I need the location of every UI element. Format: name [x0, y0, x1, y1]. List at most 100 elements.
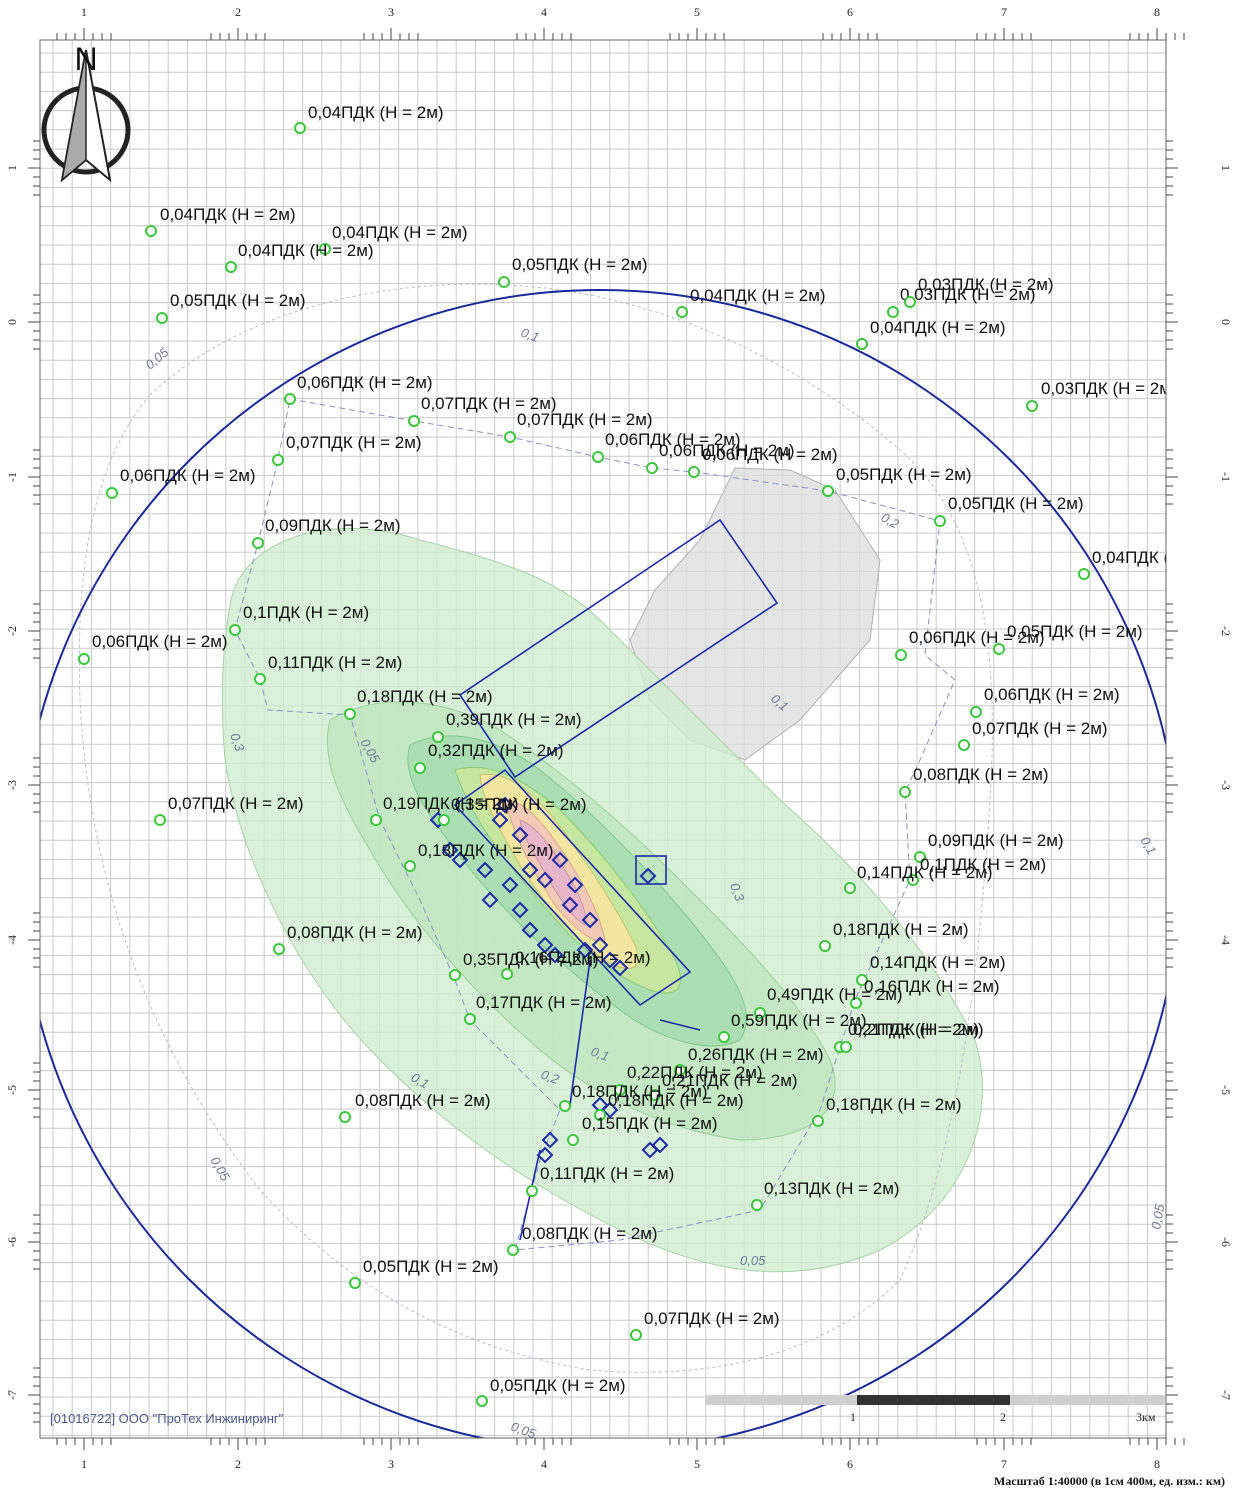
axes: 1 1 2 2 3 3 4 4 5 5 6 6 7 7 8 8 1 1 0 0 -1 -1 -2 -2 -3 -3 -4 -4 -5 -5… [5, 5, 1233, 1471]
calc-point-marker-icon [145, 225, 157, 237]
calc-point-label: 0,26ПДК (Н = 2м) [688, 1045, 824, 1064]
y-tick-left: -3 [5, 780, 19, 790]
x-tick-bottom: 3 [388, 1457, 394, 1471]
calc-point-label: 0,07ПДК (Н = 2м) [421, 394, 557, 413]
source-marker-icon [601, 951, 619, 969]
calc-point-marker-icon [559, 1100, 571, 1112]
calc-point-label: 0,04ПДК (Н = 2м) [238, 241, 374, 260]
source-marker-icon [601, 1101, 619, 1119]
source-marker-icon [536, 871, 554, 889]
x-tick-top: 5 [694, 5, 700, 19]
calc-point-label: 0,13ПДК (Н = 2м) [764, 1179, 900, 1198]
calc-point-marker-icon [156, 312, 168, 324]
calc-point-marker-icon [594, 1109, 606, 1121]
calc-point-label: 0,16ПДК (Н = 2м) [515, 948, 651, 967]
source-marker-icon [441, 841, 459, 859]
calc-point-label: 0,08ПДК (Н = 2м) [355, 1091, 491, 1110]
calc-point-marker-icon [850, 997, 862, 1009]
calc-point-label: 0,17ПДК (Н = 2м) [476, 993, 612, 1012]
source-marker-icon [521, 921, 539, 939]
calc-point-label: 0,14ПДК (Н = 2м) [857, 863, 993, 882]
calc-point-label: 0,11ПДК (Н = 2м) [540, 1164, 674, 1183]
calc-point-marker-icon [754, 1007, 766, 1019]
isoline-label: 0,05 [740, 1253, 766, 1268]
calc-point-label: 0,06ПДК (Н = 2м) [120, 466, 256, 485]
calc-point-label: 0,21ПДК (Н = 2м) [848, 1020, 984, 1039]
calc-point-label: 0,18ПДК (Н = 2м) [608, 1091, 744, 1110]
calc-point-label: 0,05ПДК (Н = 2м) [363, 1257, 499, 1276]
calc-point-label: 0,35ПДК (Н = 2м) [451, 795, 587, 814]
x-tick-bottom: 7 [1001, 1457, 1007, 1471]
calc-point-marker-icon [907, 874, 919, 886]
scale-tick-2: 2 [1000, 1410, 1006, 1424]
calc-point-marker-icon [370, 814, 382, 826]
calc-point-marker-icon [498, 276, 510, 288]
calc-point-marker-icon [819, 940, 831, 952]
source-marker-icon [551, 851, 569, 869]
calc-point-label: 0,07ПДК (Н = 2м) [644, 1309, 780, 1328]
calc-point-marker-icon [812, 1115, 824, 1127]
calc-point-label: 0,04ПДК (Н = 2м) [160, 205, 296, 224]
source-marker-icon [511, 826, 529, 844]
y-tick-left: 1 [5, 165, 19, 171]
x-tick-bottom: 1 [81, 1457, 87, 1471]
x-tick-bottom: 6 [847, 1457, 853, 1471]
source-marker-icon [591, 936, 609, 954]
calc-point-label: 0,04ПДК (Н = 2м) [870, 318, 1006, 337]
isoline-label: 0,2 [539, 1067, 562, 1088]
copyright-label: [01016722] ООО "ПроТех Инжиниринг" [50, 1411, 284, 1426]
isoline-label: 0,1 [519, 325, 541, 345]
source-marker-icon [546, 946, 564, 964]
calc-point-label: 0,06ПДК (Н = 2м) [702, 445, 838, 464]
calc-point-marker-icon [526, 1185, 538, 1197]
calc-point-label: 0,15ПДК (Н = 2м) [582, 1114, 718, 1133]
x-tick-top: 7 [1001, 5, 1007, 19]
calc-point-marker-icon [294, 122, 306, 134]
calc-point-marker-icon [252, 537, 264, 549]
calc-point-marker-icon [272, 454, 284, 466]
calc-point-label: 0,07ПДК (Н = 2м) [972, 719, 1108, 738]
calc-point-label: 0,03ПДК (Н = 2м) [1041, 379, 1177, 398]
y-tick-left: -2 [5, 626, 19, 636]
source-marker-icon [541, 1131, 559, 1149]
y-tick-right: -2 [1219, 626, 1233, 636]
calc-point-marker-icon [344, 708, 356, 720]
industrial-zone-area [629, 467, 881, 761]
calc-point-label: 0,03ПДК (Н = 2м) [918, 275, 1054, 294]
y-tick-right: -6 [1219, 1237, 1233, 1247]
calc-point-marker-icon [993, 643, 1005, 655]
calc-point-label: 0,05ПДК (Н = 2м) [836, 465, 972, 484]
calc-point-marker-icon [822, 485, 834, 497]
isoline-label: 0,05 [1148, 1202, 1167, 1230]
x-tick-top: 1 [81, 5, 87, 19]
calc-point-marker-icon [934, 515, 946, 527]
y-tick-left: 0 [5, 319, 19, 325]
scale-note: Масштаб 1:40000 (в 1см 400м, ед. изм.: к… [993, 1474, 1225, 1488]
calc-point-label: 0,06ПДК (Н = 2м) [605, 430, 741, 449]
calc-point-label: 0,05ПДК (Н = 2м) [490, 1376, 626, 1395]
calc-point-marker-icon [1078, 568, 1090, 580]
x-tick-top: 3 [388, 5, 394, 19]
y-tick-right: -5 [1219, 1085, 1233, 1095]
calc-point-label: 0,18ПДК (Н = 2м) [357, 687, 493, 706]
calc-point-marker-icon [614, 1084, 626, 1096]
calc-point-label: 0,05ПДК (Н = 2м) [512, 255, 648, 274]
scale-bar: 1 2 3км [705, 1395, 1165, 1424]
calc-point-marker-icon [464, 1013, 476, 1025]
source-marker-icon [561, 896, 579, 914]
calc-point-marker-icon [840, 1041, 852, 1053]
scale-tick-3: 3км [1136, 1410, 1156, 1424]
calc-point-marker-icon [319, 243, 331, 255]
north-arrow-icon: N [41, 41, 131, 183]
x-tick-bottom: 8 [1154, 1457, 1160, 1471]
calc-point-marker-icon [438, 814, 450, 826]
source-marker-icon [536, 936, 554, 954]
calc-point-label: 0,08ПДК (Н = 2м) [913, 765, 1049, 784]
calc-point-label: 0,22ПДК (Н = 2м) [627, 1063, 763, 1082]
calc-point-label: 0,06ПДК (Н = 2м) [909, 628, 1045, 647]
emission-sources [429, 796, 669, 1164]
x-tick-bottom: 4 [541, 1457, 547, 1471]
calc-point-marker-icon [284, 393, 296, 405]
calc-point-label: 0,39ПДК (Н = 2м) [446, 710, 582, 729]
y-tick-right: -7 [1219, 1390, 1233, 1400]
